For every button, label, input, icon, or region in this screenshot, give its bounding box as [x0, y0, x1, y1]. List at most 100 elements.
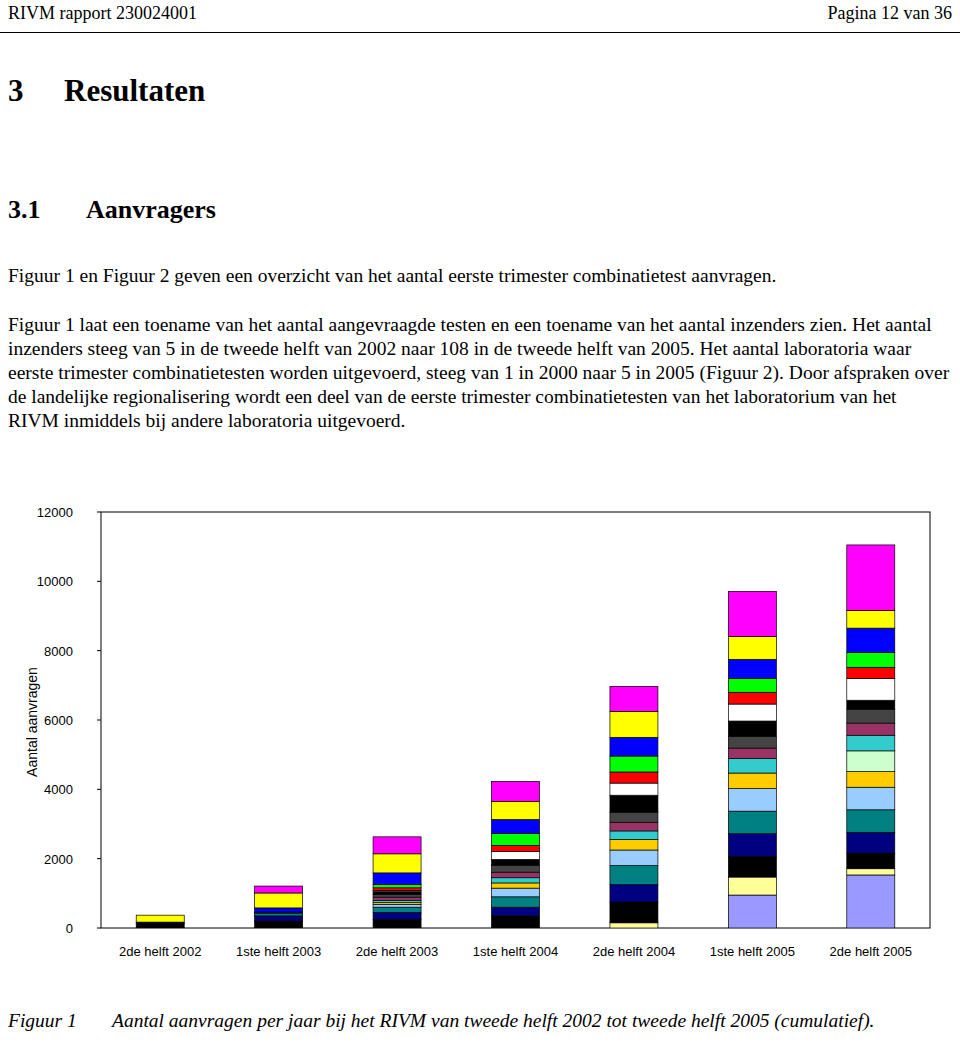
x-tick-label: 2de helft 2005	[830, 944, 912, 959]
bar-segment	[610, 822, 658, 831]
bar-segment	[728, 748, 776, 758]
bars	[136, 545, 895, 928]
bar-segment	[728, 811, 776, 834]
plot-frame	[101, 512, 930, 928]
bar-segment	[373, 837, 421, 854]
x-tick-label: 1ste helft 2004	[473, 944, 558, 959]
y-tick	[97, 789, 101, 790]
y-tick-label: 8000	[44, 644, 73, 659]
heading-number: 3.1	[8, 195, 86, 225]
bar-segment	[492, 781, 540, 801]
bar-segment	[847, 678, 895, 700]
y-tick-label: 10000	[37, 574, 73, 589]
bar-segment	[255, 913, 303, 916]
y-tick-label: 0	[66, 921, 73, 936]
bar-segment	[728, 659, 776, 678]
bar-segment	[255, 921, 303, 928]
paragraph: Figuur 1 en Figuur 2 geven een overzicht…	[8, 264, 952, 288]
bar-segment	[492, 872, 540, 878]
header-right: Pagina 12 van 36	[828, 3, 952, 24]
heading-number: 3	[8, 73, 64, 109]
bar-segment	[728, 773, 776, 789]
bar-segment	[610, 772, 658, 783]
bar-segment	[610, 831, 658, 840]
y-axis-title: Aantal aanvragen	[24, 667, 40, 777]
bar-segment	[847, 853, 895, 869]
bar-segment	[847, 667, 895, 678]
bar-segment	[847, 751, 895, 772]
x-tick-label: 2de helft 2004	[593, 944, 675, 959]
bar-segment	[492, 845, 540, 851]
caption-text: Aantal aanvragen per jaar bij het RIVM v…	[112, 1010, 952, 1032]
bar-segment	[610, 923, 658, 928]
bar-segment	[847, 832, 895, 853]
bar-segment	[728, 704, 776, 721]
bar-segment	[255, 908, 303, 912]
bar-segment	[373, 904, 421, 907]
bar-segment	[492, 888, 540, 897]
bar-segment	[847, 787, 895, 810]
bar-segment	[728, 834, 776, 857]
bar-segment	[255, 886, 303, 893]
heading: 3.1Aanvragers	[8, 195, 216, 225]
bar-segment	[373, 897, 421, 900]
bar-segment	[610, 795, 658, 812]
bar-segment	[136, 915, 184, 922]
bar-segment	[373, 873, 421, 885]
bar-segment	[728, 678, 776, 692]
bar-segment	[610, 711, 658, 737]
bar-segment	[847, 723, 895, 735]
bar-segment	[847, 610, 895, 628]
bar-segment	[728, 721, 776, 736]
bar-segment	[610, 866, 658, 885]
bar-segment	[373, 907, 421, 912]
bar-segment	[847, 628, 895, 652]
bar-segment	[728, 758, 776, 773]
bar-segment	[728, 856, 776, 877]
heading: 3Resultaten	[8, 73, 205, 109]
bar-segment	[492, 851, 540, 859]
bar-segment	[847, 700, 895, 709]
x-tick-label: 1ste helft 2003	[236, 944, 321, 959]
y-tick-label: 2000	[44, 852, 73, 867]
paragraph: Figuur 1 laat een toename van het aantal…	[8, 313, 952, 433]
bar-segment	[847, 652, 895, 667]
bar-segment	[728, 692, 776, 704]
bar-segment	[847, 875, 895, 928]
y-tick	[97, 512, 101, 513]
chart: 020004000600080001000012000Aantal aanvra…	[0, 495, 960, 975]
bar-segment	[610, 756, 658, 772]
bar-segment	[610, 737, 658, 756]
bar-segment	[492, 897, 540, 907]
bar-segment	[492, 878, 540, 883]
bar-segment	[610, 812, 658, 822]
bar-segment	[373, 888, 421, 891]
bar-segment	[728, 877, 776, 895]
bar-segment	[255, 916, 303, 921]
bar-segment	[728, 636, 776, 659]
y-tick	[97, 928, 101, 929]
x-tick-label: 2de helft 2002	[119, 944, 201, 959]
bar-segment	[492, 859, 540, 865]
bar-segment	[492, 801, 540, 819]
bar-segment	[373, 919, 421, 928]
bar-segment	[610, 902, 658, 923]
bar-segment	[373, 894, 421, 897]
header-rule	[0, 32, 960, 33]
bar-segment	[492, 819, 540, 833]
bar-segment	[610, 840, 658, 850]
bar-segment	[610, 686, 658, 711]
bar-segment	[255, 893, 303, 908]
heading-text: Resultaten	[64, 73, 205, 108]
y-tick-label: 6000	[44, 713, 73, 728]
bar-segment	[610, 850, 658, 866]
bar-segment	[847, 869, 895, 875]
y-tick	[97, 581, 101, 582]
bar-segment	[847, 545, 895, 611]
bar-segment	[373, 854, 421, 873]
bar-segment	[728, 789, 776, 812]
caption-label: Figuur 1	[8, 1010, 77, 1032]
y-tick-label: 12000	[37, 505, 73, 520]
bar-segment	[610, 885, 658, 902]
bar-segment	[492, 916, 540, 928]
